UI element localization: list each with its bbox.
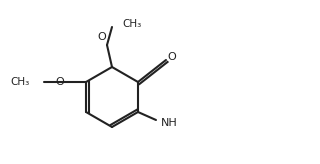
Text: NH: NH [161, 118, 178, 128]
Text: O: O [168, 52, 176, 62]
Text: CH₃: CH₃ [122, 19, 141, 29]
Text: O: O [56, 77, 64, 87]
Text: O: O [98, 32, 106, 42]
Text: CH₃: CH₃ [11, 77, 30, 87]
